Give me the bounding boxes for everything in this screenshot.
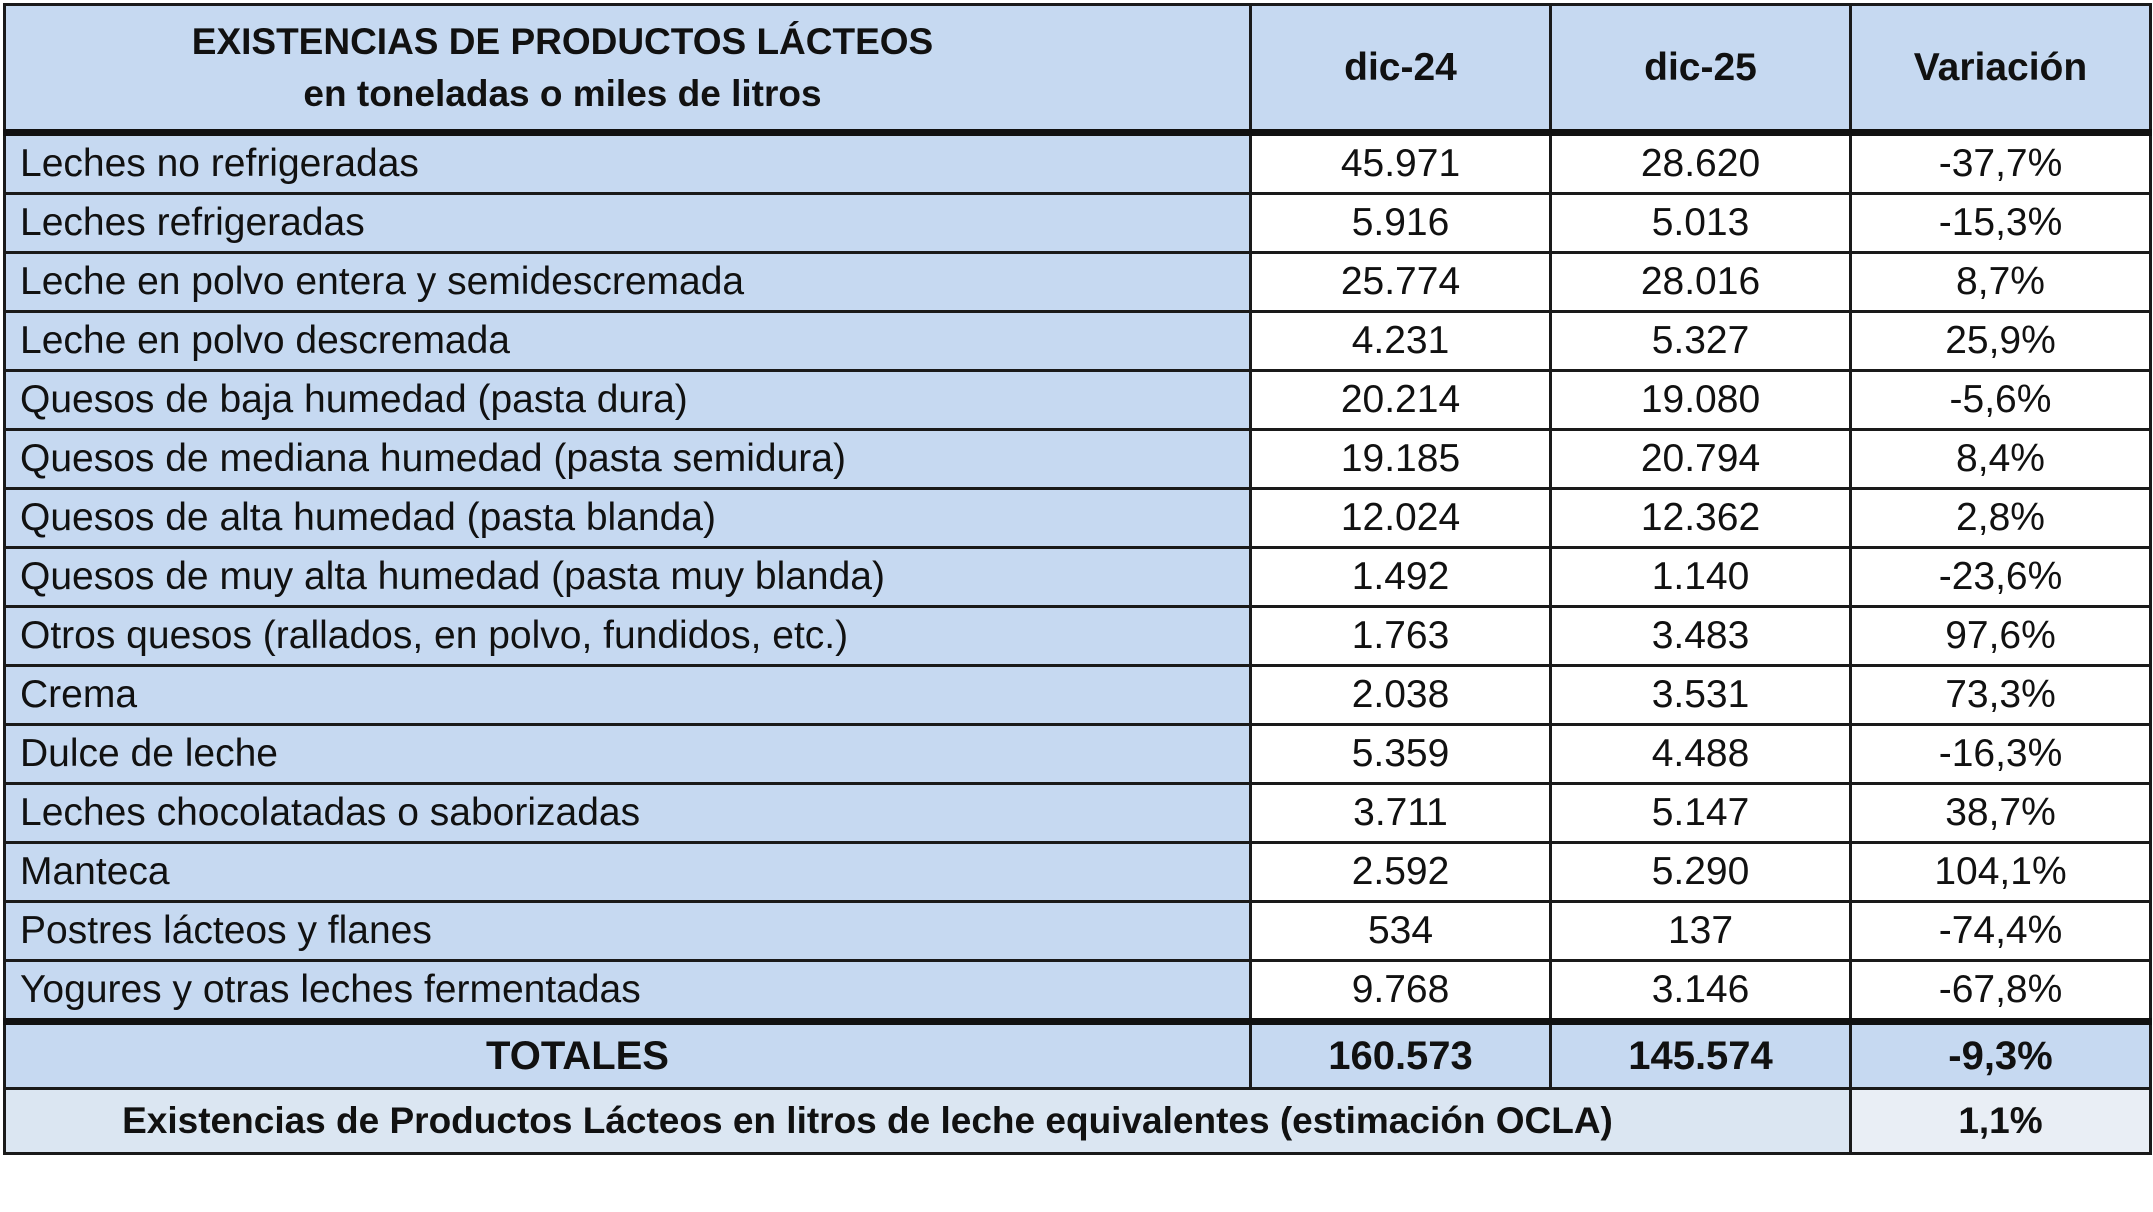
equivalent-value: 1,1% bbox=[1849, 1087, 2152, 1155]
row-value-dic-24: 9.768 bbox=[1249, 959, 1552, 1023]
column-header-variacion: Variación bbox=[1849, 3, 2152, 136]
row-value-dic-24: 12.024 bbox=[1249, 487, 1552, 549]
row-label: Postres lácteos y flanes bbox=[3, 900, 1252, 962]
row-label: Leche en polvo descremada bbox=[3, 310, 1252, 372]
row-value-dic-25: 28.016 bbox=[1549, 251, 1852, 313]
dairy-stock-table-container: EXISTENCIAS DE PRODUCTOS LÁCTEOS en tone… bbox=[3, 3, 2152, 1209]
row-label: Yogures y otras leches fermentadas bbox=[3, 959, 1252, 1023]
row-value-dic-24: 2.592 bbox=[1249, 841, 1552, 903]
row-label: Quesos de alta humedad (pasta blanda) bbox=[3, 487, 1252, 549]
table-title: EXISTENCIAS DE PRODUCTOS LÁCTEOS en tone… bbox=[3, 3, 1252, 136]
row-value-variacion: -23,6% bbox=[1849, 546, 2152, 608]
table-row: Postres lácteos y flanes 534 137 -74,4% bbox=[3, 900, 2152, 962]
row-value-dic-25: 28.620 bbox=[1549, 131, 1852, 195]
row-label: Quesos de baja humedad (pasta dura) bbox=[3, 369, 1252, 431]
table-title-line1: EXISTENCIAS DE PRODUCTOS LÁCTEOS bbox=[191, 20, 934, 62]
row-value-variacion: 8,7% bbox=[1849, 251, 2152, 313]
row-value-dic-25: 20.794 bbox=[1549, 428, 1852, 490]
row-value-dic-25: 19.080 bbox=[1549, 369, 1852, 431]
row-value-variacion: -15,3% bbox=[1849, 192, 2152, 254]
row-label: Quesos de muy alta humedad (pasta muy bl… bbox=[3, 546, 1252, 608]
header-row: EXISTENCIAS DE PRODUCTOS LÁCTEOS en tone… bbox=[3, 3, 2152, 136]
row-value-dic-24: 534 bbox=[1249, 900, 1552, 962]
row-value-dic-24: 5.359 bbox=[1249, 723, 1552, 785]
dairy-stock-table: EXISTENCIAS DE PRODUCTOS LÁCTEOS en tone… bbox=[3, 3, 2152, 1155]
table-row: Manteca 2.592 5.290 104,1% bbox=[3, 841, 2152, 903]
row-value-variacion: -74,4% bbox=[1849, 900, 2152, 962]
row-label: Otros quesos (rallados, en polvo, fundid… bbox=[3, 605, 1252, 667]
row-value-dic-25: 12.362 bbox=[1549, 487, 1852, 549]
row-value-variacion: 8,4% bbox=[1849, 428, 2152, 490]
table-row: Otros quesos (rallados, en polvo, fundid… bbox=[3, 605, 2152, 667]
row-value-variacion: -16,3% bbox=[1849, 723, 2152, 785]
totals-label: TOTALES bbox=[3, 1018, 1252, 1090]
row-value-variacion: -37,7% bbox=[1849, 131, 2152, 195]
row-value-variacion: 104,1% bbox=[1849, 841, 2152, 903]
row-value-variacion: 38,7% bbox=[1849, 782, 2152, 844]
row-value-variacion: 2,8% bbox=[1849, 487, 2152, 549]
table-row: Leches refrigeradas 5.916 5.013 -15,3% bbox=[3, 192, 2152, 254]
row-value-dic-24: 45.971 bbox=[1249, 131, 1552, 195]
row-value-variacion: -5,6% bbox=[1849, 369, 2152, 431]
row-value-dic-24: 20.214 bbox=[1249, 369, 1552, 431]
row-value-dic-25: 3.483 bbox=[1549, 605, 1852, 667]
totals-dic-24: 160.573 bbox=[1249, 1018, 1552, 1090]
row-value-dic-25: 5.147 bbox=[1549, 782, 1852, 844]
row-label: Dulce de leche bbox=[3, 723, 1252, 785]
table-body: Leches no refrigeradas 45.971 28.620 -37,7%… bbox=[3, 131, 2152, 1155]
row-value-variacion: -67,8% bbox=[1849, 959, 2152, 1023]
row-label: Leche en polvo entera y semidescremada bbox=[3, 251, 1252, 313]
table-row: Yogures y otras leches fermentadas 9.768 3… bbox=[3, 959, 2152, 1023]
row-label: Leches refrigeradas bbox=[3, 192, 1252, 254]
row-value-dic-24: 19.185 bbox=[1249, 428, 1552, 490]
row-value-dic-24: 5.916 bbox=[1249, 192, 1552, 254]
equivalent-row: Existencias de Productos Lácteos en litr… bbox=[3, 1087, 2152, 1155]
row-value-dic-25: 3.146 bbox=[1549, 959, 1852, 1023]
equivalent-label: Existencias de Productos Lácteos en litr… bbox=[3, 1087, 1852, 1155]
row-label: Leches no refrigeradas bbox=[3, 131, 1252, 195]
row-value-dic-25: 1.140 bbox=[1549, 546, 1852, 608]
totals-dic-25: 145.574 bbox=[1549, 1018, 1852, 1090]
row-label: Crema bbox=[3, 664, 1252, 726]
table-row: Quesos de muy alta humedad (pasta muy bl… bbox=[3, 546, 2152, 608]
totals-variacion: -9,3% bbox=[1849, 1018, 2152, 1090]
row-value-dic-25: 5.327 bbox=[1549, 310, 1852, 372]
row-value-variacion: 97,6% bbox=[1849, 605, 2152, 667]
table-row: Quesos de baja humedad (pasta dura) 20.21… bbox=[3, 369, 2152, 431]
row-value-dic-25: 5.290 bbox=[1549, 841, 1852, 903]
table-row: Quesos de alta humedad (pasta blanda) 12.… bbox=[3, 487, 2152, 549]
row-value-dic-24: 1.492 bbox=[1249, 546, 1552, 608]
table-row: Dulce de leche 5.359 4.488 -16,3% bbox=[3, 723, 2152, 785]
row-value-variacion: 73,3% bbox=[1849, 664, 2152, 726]
table-row: Quesos de mediana humedad (pasta semidur… bbox=[3, 428, 2152, 490]
table-row: Leche en polvo entera y semidescremada 25… bbox=[3, 251, 2152, 313]
row-value-dic-25: 5.013 bbox=[1549, 192, 1852, 254]
table-title-line2: en toneladas o miles de litros bbox=[303, 72, 822, 114]
row-value-dic-24: 3.711 bbox=[1249, 782, 1552, 844]
row-value-dic-24: 25.774 bbox=[1249, 251, 1552, 313]
row-label: Quesos de mediana humedad (pasta semidur… bbox=[3, 428, 1252, 490]
totals-row: TOTALES 160.573 145.574 -9,3% bbox=[3, 1018, 2152, 1090]
table-row: Crema 2.038 3.531 73,3% bbox=[3, 664, 2152, 726]
row-value-dic-24: 1.763 bbox=[1249, 605, 1552, 667]
row-value-dic-24: 2.038 bbox=[1249, 664, 1552, 726]
row-value-dic-25: 3.531 bbox=[1549, 664, 1852, 726]
column-header-dic-25: dic-25 bbox=[1549, 3, 1852, 136]
row-label: Leches chocolatadas o saborizadas bbox=[3, 782, 1252, 844]
row-value-variacion: 25,9% bbox=[1849, 310, 2152, 372]
table-row: Leches no refrigeradas 45.971 28.620 -37,7% bbox=[3, 131, 2152, 195]
row-value-dic-25: 137 bbox=[1549, 900, 1852, 962]
row-value-dic-24: 4.231 bbox=[1249, 310, 1552, 372]
column-header-dic-24: dic-24 bbox=[1249, 3, 1552, 136]
table-row: Leches chocolatadas o saborizadas 3.711 5.… bbox=[3, 782, 2152, 844]
row-value-dic-25: 4.488 bbox=[1549, 723, 1852, 785]
row-label: Manteca bbox=[3, 841, 1252, 903]
table-row: Leche en polvo descremada 4.231 5.327 25,9% bbox=[3, 310, 2152, 372]
